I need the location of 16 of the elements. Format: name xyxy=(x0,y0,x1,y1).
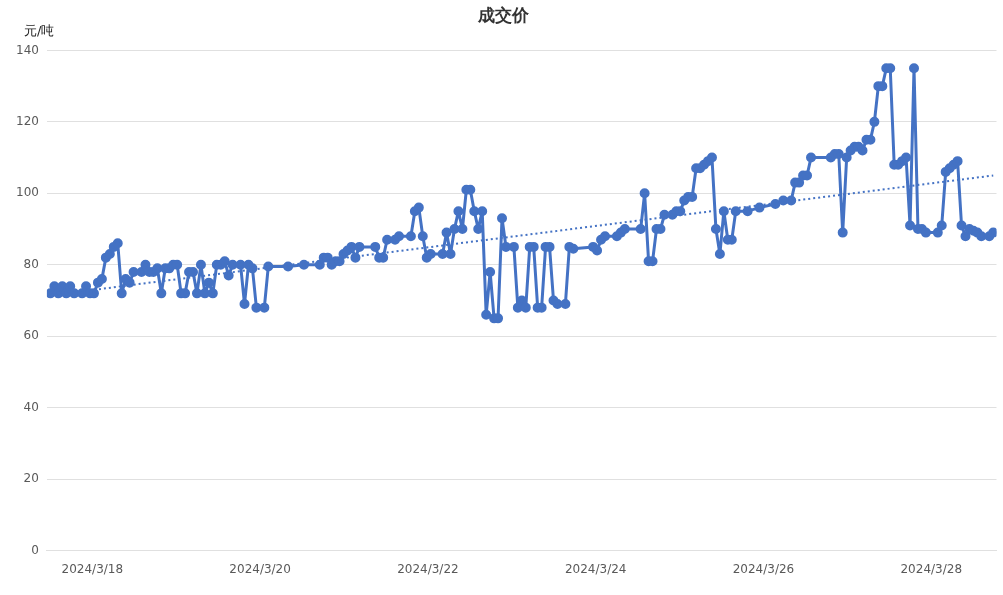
y-tick-label: 120 xyxy=(16,113,39,128)
y-tick-label: 0 xyxy=(31,542,39,557)
y-tick-label: 60 xyxy=(23,328,39,343)
y-tick-label: 140 xyxy=(16,42,39,57)
y-tick-label: 100 xyxy=(16,185,39,200)
x-tick-label: 2024/3/18 xyxy=(61,561,124,576)
x-tick-label: 2024/3/20 xyxy=(229,561,291,576)
x-tick-label: 2024/3/22 xyxy=(397,561,459,576)
y-tick-label: 40 xyxy=(23,399,39,414)
y-tick-label: 80 xyxy=(23,256,39,271)
x-tick-label: 2024/3/26 xyxy=(732,561,795,576)
chart-title: 成交价 xyxy=(476,4,530,25)
x-tick-label: 2024/3/24 xyxy=(564,561,627,576)
y-axis-title: 元/吨 xyxy=(24,23,55,39)
y-tick-label: 20 xyxy=(23,471,39,486)
x-tick-label: 2024/3/28 xyxy=(900,561,963,576)
